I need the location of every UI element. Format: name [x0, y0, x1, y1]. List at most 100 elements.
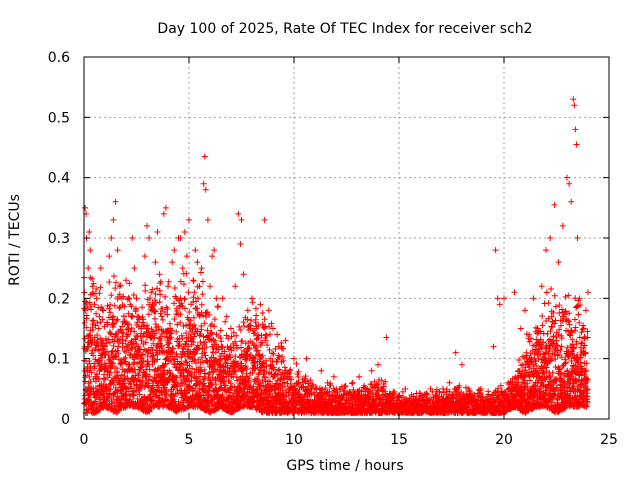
- data-point: [140, 351, 147, 358]
- data-point: [171, 285, 178, 292]
- data-point: [138, 363, 145, 370]
- data-point: [132, 375, 139, 382]
- data-point: [96, 290, 103, 297]
- data-point: [194, 328, 201, 335]
- data-point: [180, 373, 187, 380]
- data-point: [240, 319, 247, 326]
- data-point: [206, 384, 213, 391]
- data-point: [109, 360, 116, 367]
- data-markers: [81, 96, 591, 416]
- data-point: [120, 330, 127, 337]
- data-point: [197, 368, 204, 375]
- data-point: [228, 384, 235, 391]
- data-point: [95, 304, 102, 311]
- data-point: [91, 363, 98, 370]
- data-point: [187, 317, 194, 324]
- data-point: [131, 328, 138, 335]
- data-point: [213, 381, 220, 388]
- data-point: [154, 351, 161, 358]
- data-point: [108, 331, 115, 338]
- data-point: [126, 321, 133, 328]
- data-point: [177, 319, 184, 326]
- data-point: [218, 385, 225, 392]
- data-point: [214, 366, 221, 373]
- data-point: [94, 370, 101, 377]
- data-point: [146, 373, 153, 380]
- data-point: [143, 325, 150, 332]
- data-point: [222, 318, 229, 325]
- data-point: [204, 309, 211, 316]
- data-point: [179, 361, 186, 368]
- data-point: [139, 304, 146, 311]
- data-point: [150, 352, 157, 359]
- data-point: [191, 322, 198, 329]
- data-point: [85, 394, 92, 401]
- data-point: [160, 371, 167, 378]
- data-point: [178, 300, 185, 307]
- data-point: [93, 285, 100, 292]
- data-point: [104, 368, 111, 375]
- data-point: [81, 319, 88, 326]
- data-point: [202, 352, 209, 359]
- data-point: [215, 303, 222, 310]
- data-point: [161, 367, 168, 374]
- data-point: [198, 301, 205, 308]
- data-point: [155, 323, 162, 330]
- data-point: [197, 331, 204, 338]
- data-point: [154, 356, 161, 363]
- data-point: [159, 316, 166, 323]
- data-point: [147, 294, 154, 301]
- data-point: [166, 340, 173, 347]
- data-point: [88, 306, 95, 313]
- data-point: [191, 333, 198, 340]
- data-point: [170, 345, 177, 352]
- data-point: [128, 344, 135, 351]
- data-point: [83, 312, 90, 319]
- data-point: [116, 305, 123, 312]
- data-point: [174, 380, 181, 387]
- data-point: [196, 332, 203, 339]
- data-point: [167, 357, 174, 364]
- data-point: [234, 345, 241, 352]
- data-point: [106, 372, 113, 379]
- data-point: [110, 273, 117, 280]
- data-point: [151, 315, 158, 322]
- data-point: [101, 360, 108, 367]
- data-point: [182, 305, 189, 312]
- data-point: [183, 330, 190, 337]
- data-point: [117, 282, 124, 289]
- data-point: [115, 343, 122, 350]
- data-point: [82, 298, 89, 305]
- data-point: [121, 303, 128, 310]
- data-point: [107, 309, 114, 316]
- data-point: [221, 348, 228, 355]
- data-point: [96, 382, 103, 389]
- data-point: [123, 384, 130, 391]
- data-point: [138, 337, 145, 344]
- data-point: [165, 354, 172, 361]
- data-point: [192, 298, 199, 305]
- data-point: [172, 374, 179, 381]
- data-point: [113, 317, 120, 324]
- data-point: [111, 302, 118, 309]
- data-point: [86, 373, 93, 380]
- data-point: [132, 305, 139, 312]
- data-point: [191, 289, 198, 296]
- data-point: [116, 291, 123, 298]
- data-point: [111, 338, 118, 345]
- data-point: [183, 270, 190, 277]
- data-point: [237, 404, 244, 411]
- data-point: [227, 354, 234, 361]
- data-point: [174, 358, 181, 365]
- data-point: [118, 359, 125, 366]
- data-point: [112, 353, 119, 360]
- data-point: [205, 332, 212, 339]
- data-point: [114, 368, 121, 375]
- data-point: [232, 338, 239, 345]
- data-point: [87, 332, 94, 339]
- data-point: [176, 341, 183, 348]
- data-point: [204, 333, 211, 340]
- data-point: [197, 391, 204, 398]
- data-point: [217, 384, 224, 391]
- data-point: [110, 381, 117, 388]
